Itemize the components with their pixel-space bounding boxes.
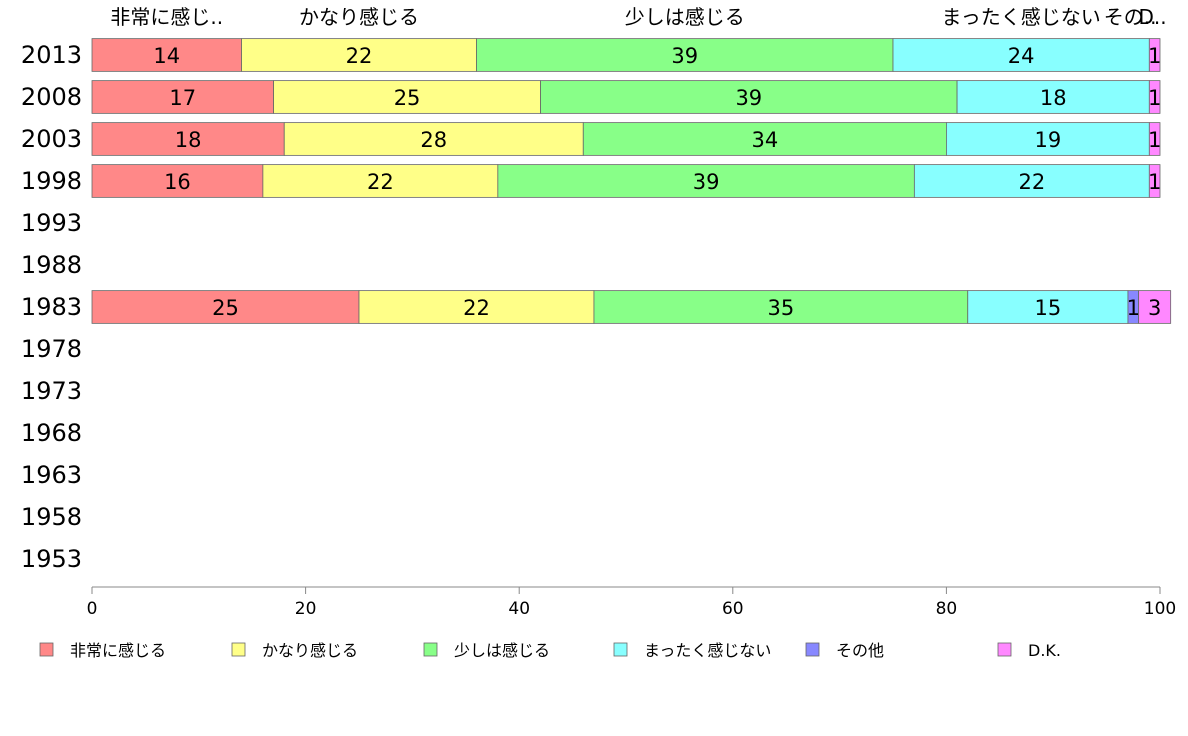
bar-value-label: 16 xyxy=(164,170,191,194)
bar-segment xyxy=(476,38,894,72)
year-label: 1958 xyxy=(21,503,82,531)
year-label: 1983 xyxy=(21,293,82,321)
x-tick-label: 60 xyxy=(722,599,744,619)
year-label: 1963 xyxy=(21,461,82,489)
legend-label: かなり感じる xyxy=(262,641,358,660)
year-label: 1978 xyxy=(21,335,82,363)
bar-segment xyxy=(91,164,264,198)
bar-value-label: 17 xyxy=(169,86,196,110)
bar-value-label: 1 xyxy=(1148,86,1161,110)
bar-value-label: 24 xyxy=(1008,44,1035,68)
legend-label: その他 xyxy=(836,641,884,660)
top-series-label: 非常に感じ.. xyxy=(110,5,223,29)
x-tick-label: 40 xyxy=(508,599,530,619)
year-label: 2003 xyxy=(21,125,82,153)
legend-label: まったく感じない xyxy=(644,641,771,660)
bar-value-label: 22 xyxy=(367,170,394,194)
bar-value-label: 1 xyxy=(1148,170,1161,194)
bar-segment xyxy=(913,164,1150,198)
bar-value-label: 39 xyxy=(693,170,720,194)
bar-value-label: 19 xyxy=(1034,128,1061,152)
year-label: 1968 xyxy=(21,419,82,447)
top-series-label: その.. xyxy=(1104,5,1157,29)
year-label: 1998 xyxy=(21,167,82,195)
legend-swatch xyxy=(423,642,438,657)
bar-value-label: 14 xyxy=(153,44,180,68)
x-tick-label: 100 xyxy=(1144,599,1176,619)
x-tick-label: 80 xyxy=(936,599,958,619)
bar-segment xyxy=(262,164,499,198)
bar-segment xyxy=(241,38,477,72)
legend-swatch xyxy=(39,642,54,657)
bar-segment xyxy=(283,122,584,156)
top-series-label: D.. xyxy=(1138,5,1166,29)
legend-swatch xyxy=(231,642,246,657)
bar-value-label: 34 xyxy=(751,128,778,152)
bar-value-label: 3 xyxy=(1148,296,1161,320)
legend-label: D.K. xyxy=(1028,641,1061,660)
bar-value-label: 22 xyxy=(346,44,373,68)
bar-segment xyxy=(1148,164,1161,198)
bar-segment xyxy=(91,290,360,324)
bar-value-label: 18 xyxy=(1040,86,1067,110)
bar-segment xyxy=(1148,122,1161,156)
bar-value-label: 22 xyxy=(463,296,490,320)
bar-value-label: 1 xyxy=(1127,296,1140,320)
bar-segment xyxy=(1138,290,1172,324)
bar-value-label: 35 xyxy=(767,296,794,320)
year-label: 2008 xyxy=(21,83,82,111)
legend-swatch xyxy=(613,642,628,657)
bar-value-label: 1 xyxy=(1148,128,1161,152)
bar-segment xyxy=(358,290,595,324)
bar-value-label: 22 xyxy=(1018,170,1045,194)
bar-value-label: 18 xyxy=(175,128,202,152)
legend-swatch xyxy=(997,642,1012,657)
bar-segment xyxy=(497,164,915,198)
x-tick-label: 20 xyxy=(295,599,317,619)
bar-segment xyxy=(91,80,274,114)
bar-segment xyxy=(273,80,541,114)
bar-value-label: 1 xyxy=(1148,44,1161,68)
year-label: 1973 xyxy=(21,377,82,405)
bar-segment xyxy=(1148,38,1161,72)
year-label: 1953 xyxy=(21,545,82,573)
bar-segment xyxy=(91,122,285,156)
bar-value-label: 39 xyxy=(735,86,762,110)
bar-segment xyxy=(91,38,242,72)
legend-label: 少しは感じる xyxy=(454,641,550,660)
year-label: 1993 xyxy=(21,209,82,237)
bar-segment xyxy=(892,38,1150,72)
bar-segment xyxy=(540,80,958,114)
top-series-label: 少しは感じる xyxy=(625,5,745,29)
bar-value-label: 15 xyxy=(1034,296,1061,320)
year-label: 2013 xyxy=(21,41,82,69)
bar-value-label: 25 xyxy=(212,296,239,320)
x-tick-label: 0 xyxy=(87,599,98,619)
bar-value-label: 28 xyxy=(420,128,447,152)
top-series-label: まったく感じない xyxy=(942,5,1101,29)
bar-value-label: 25 xyxy=(394,86,421,110)
bar-segment xyxy=(956,80,1150,114)
bar-value-label: 39 xyxy=(671,44,698,68)
bar-segment xyxy=(593,290,969,324)
legend-label: 非常に感じる xyxy=(70,641,166,660)
top-series-label: かなり感じる xyxy=(299,5,419,29)
bar-segment xyxy=(1148,80,1161,114)
legend-swatch xyxy=(805,642,820,657)
year-label: 1988 xyxy=(21,251,82,279)
bar-segment xyxy=(582,122,947,156)
bar-segment xyxy=(946,122,1150,156)
